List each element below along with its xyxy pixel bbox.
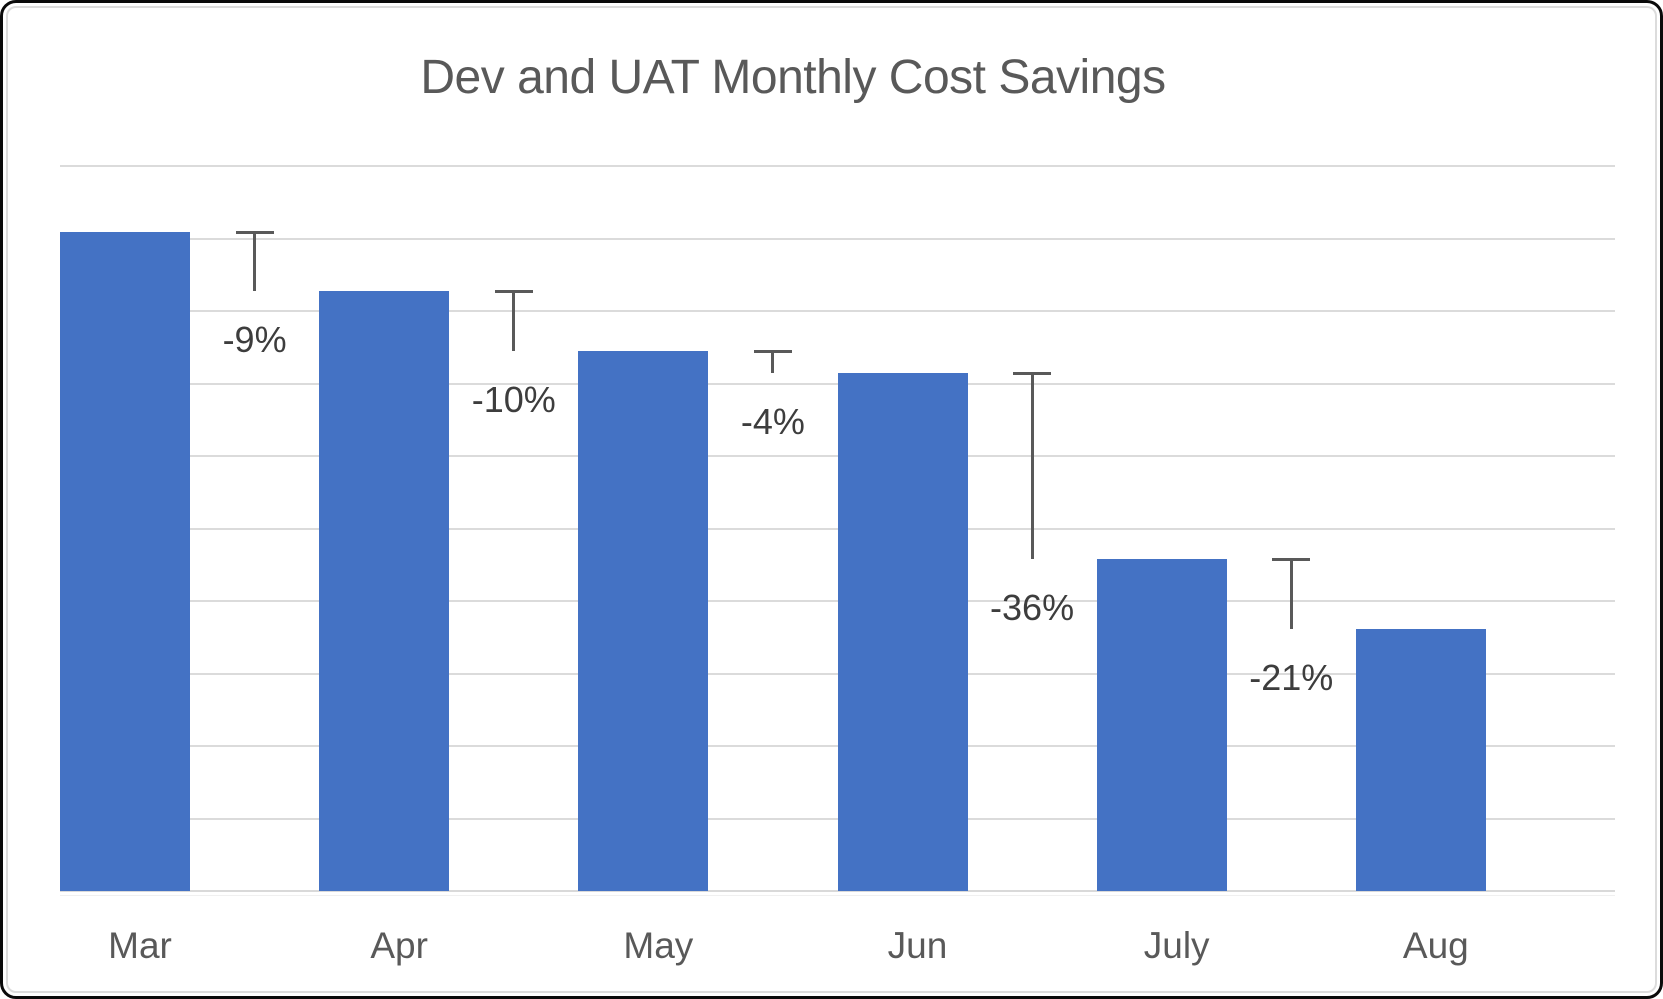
x-axis-label-apr: Apr [370, 925, 428, 966]
x-axis-label-aug: Aug [1402, 925, 1469, 966]
x-axis-label-jun: Jun [887, 925, 948, 966]
plot-area: -9% -10% -4% -36% -21% [60, 165, 1615, 896]
drop-label-jun: -4% [740, 400, 805, 442]
drop-connector-stem-july [1030, 372, 1034, 560]
plot-gridline [60, 310, 1615, 312]
bar-jun [837, 372, 968, 891]
drop-connector-stem-may [512, 291, 516, 352]
bar-may [578, 351, 709, 891]
bar-july [1096, 559, 1227, 891]
bar-mar [60, 231, 190, 891]
bar-aug [1355, 629, 1486, 891]
drop-label-apr: -9% [222, 319, 287, 361]
drop-label-aug: -21% [1249, 657, 1334, 699]
drop-connector-stem-apr [253, 231, 257, 292]
x-axis-label-july: July [1143, 925, 1210, 966]
chart-title: Dev and UAT Monthly Cost Savings [420, 51, 1166, 104]
x-axis-line-shadow [60, 895, 1615, 896]
drop-label-july: -36% [990, 587, 1075, 629]
x-axis-labels: Mar Apr May Jun July Aug [60, 913, 1615, 983]
plot-gridline [60, 237, 1615, 240]
plot-gridline [60, 165, 1615, 167]
drop-connector-stem-jun [771, 351, 775, 373]
drop-connector-stem-aug [1289, 559, 1293, 630]
chart-canvas: Dev and UAT Monthly Cost Savings -9% -10%… [6, 6, 1657, 993]
x-axis-line [60, 890, 1615, 892]
bar-apr [319, 291, 450, 891]
x-axis-label-may: May [623, 925, 694, 966]
drop-label-may: -10% [471, 379, 556, 421]
x-axis-label-mar: Mar [108, 925, 172, 966]
